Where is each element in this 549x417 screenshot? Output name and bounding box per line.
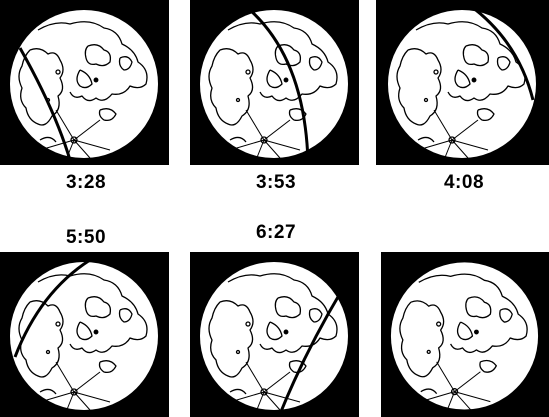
shadow-arc-2 (248, 8, 310, 163)
moon-drawing-4 (9, 258, 159, 413)
moon-panel-5 (190, 252, 359, 417)
time-label-5: 6:27 (255, 222, 297, 243)
moon-panel-4 (0, 252, 169, 417)
time-label-1: 3:28 (65, 172, 107, 193)
moon-drawing-5 (199, 261, 349, 415)
moon-panel-6 (381, 252, 549, 417)
shadow-arc-1 (18, 47, 72, 161)
moon-drawing-1 (9, 9, 159, 161)
moon-panel-3 (376, 0, 549, 165)
moon-drawing-6 (390, 261, 539, 413)
moon-drawing-3 (387, 2, 537, 161)
time-label-3: 4:08 (443, 172, 485, 193)
shadow-arc-4 (13, 258, 91, 358)
shadow-arc-3 (467, 2, 535, 101)
time-label-2: 3:53 (255, 172, 297, 193)
time-label-4: 5:50 (65, 227, 107, 248)
moon-panel-2 (190, 0, 359, 165)
moon-panel-1 (0, 0, 169, 165)
moon-drawing-2 (199, 8, 349, 163)
shadow-arc-5 (278, 289, 344, 415)
